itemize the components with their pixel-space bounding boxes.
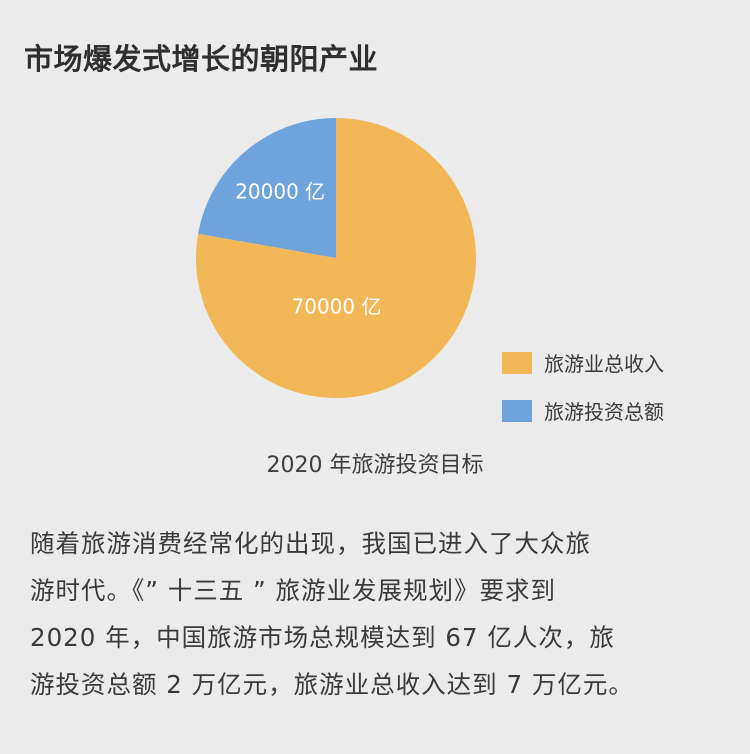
legend-swatch: [502, 400, 532, 422]
body-line: 游投资总额 2 万亿元，旅游业总收入达到 7 万亿元。: [30, 670, 634, 699]
legend-swatch: [502, 352, 532, 374]
body-line: 2020 年，中国旅游市场总规模达到 67 亿人次，旅: [30, 623, 615, 652]
body-paragraph: 随着旅游消费经常化的出现，我国已进入了大众旅 游时代。《” 十三五 ” 旅游业发…: [30, 520, 730, 708]
page-title: 市场爆发式增长的朝阳产业: [24, 42, 379, 76]
legend-label: 旅游投资总额: [544, 400, 664, 424]
legend-label: 旅游业总收入: [544, 352, 664, 376]
chart-title: 2020 年旅游投资目标: [266, 453, 484, 478]
body-line: 随着旅游消费经常化的出现，我国已进入了大众旅: [30, 529, 591, 558]
slice-label: 70000 亿: [292, 294, 382, 318]
pie-labels: 70000 亿 20000 亿: [235, 180, 381, 319]
pie-slice: [198, 118, 336, 258]
pie-slices: [196, 118, 476, 398]
body-line: 游时代。《” 十三五 ” 旅游业发展规划》要求到: [30, 576, 556, 605]
slice-label: 20000 亿: [235, 180, 325, 204]
